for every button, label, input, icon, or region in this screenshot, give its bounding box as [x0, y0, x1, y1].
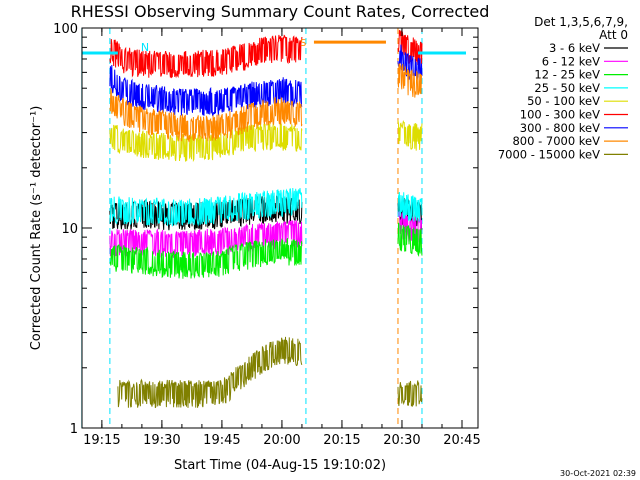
y-tick-label: 10 [61, 222, 78, 237]
legend-entry-label: 800 - 7000 keV [512, 134, 600, 148]
y-axis-label: Corrected Count Rate (s⁻¹ detector⁻¹) [29, 106, 44, 351]
legend-entry-label: 100 - 300 keV [520, 108, 600, 122]
series-trace [397, 192, 423, 222]
legend-entry-label: 12 - 25 keV [534, 68, 600, 82]
x-tick-label: 20:00 [263, 433, 300, 448]
series-trace [397, 44, 423, 82]
series-trace [397, 380, 423, 407]
y-tick-label: 1 [70, 422, 78, 437]
series-trace [109, 187, 303, 227]
legend-header-line-2: Att 0 [599, 28, 628, 42]
legend-header-line-1: Det 1,3,5,6,7,9, [534, 15, 628, 29]
legend-entry-label: 50 - 100 keV [527, 94, 600, 108]
footer-date: 30-Oct-2021 02:39 [560, 469, 636, 478]
series-layer [109, 30, 423, 409]
legend-entry-label: 25 - 50 keV [534, 81, 600, 95]
series-7 [109, 63, 422, 143]
chart-title: RHESSI Observing Summary Count Rates, Co… [71, 2, 490, 21]
series-3 [109, 187, 423, 227]
x-tick-label: 20:15 [323, 433, 360, 448]
x-axis-label: Start Time (04-Aug-15 19:10:02) [174, 458, 386, 473]
series-trace [397, 63, 422, 98]
series-8 [117, 336, 423, 409]
x-tick-label: 20:45 [443, 433, 480, 448]
x-tick-label: 19:15 [83, 433, 120, 448]
series-2 [109, 222, 423, 279]
x-tick-label: 20:30 [383, 433, 420, 448]
series-6 [109, 44, 423, 117]
series-trace [397, 119, 423, 151]
legend-entry-label: 300 - 800 keV [520, 121, 600, 135]
x-tick-label: 19:30 [143, 433, 180, 448]
series-trace [109, 64, 303, 117]
y-tick-label: 100 [53, 22, 78, 37]
series-trace [397, 222, 423, 257]
x-tick-label: 19:45 [203, 433, 240, 448]
marker-s: S [300, 38, 306, 49]
series-trace [117, 336, 303, 409]
legend-entry-label: 6 - 12 keV [542, 54, 600, 68]
series-trace [109, 88, 303, 143]
marker-n: N [141, 41, 149, 54]
legend-entry-label: 7000 - 15000 keV [498, 147, 600, 161]
series-trace [109, 122, 303, 163]
legend-entry-label: 3 - 6 keV [549, 41, 600, 55]
series-trace [109, 237, 303, 279]
series-trace [109, 34, 303, 79]
series-4 [109, 119, 423, 163]
axes: 19:15 19:30 19:45 20:00 20:15 20:30 20:45 1 10 10… [53, 22, 481, 448]
